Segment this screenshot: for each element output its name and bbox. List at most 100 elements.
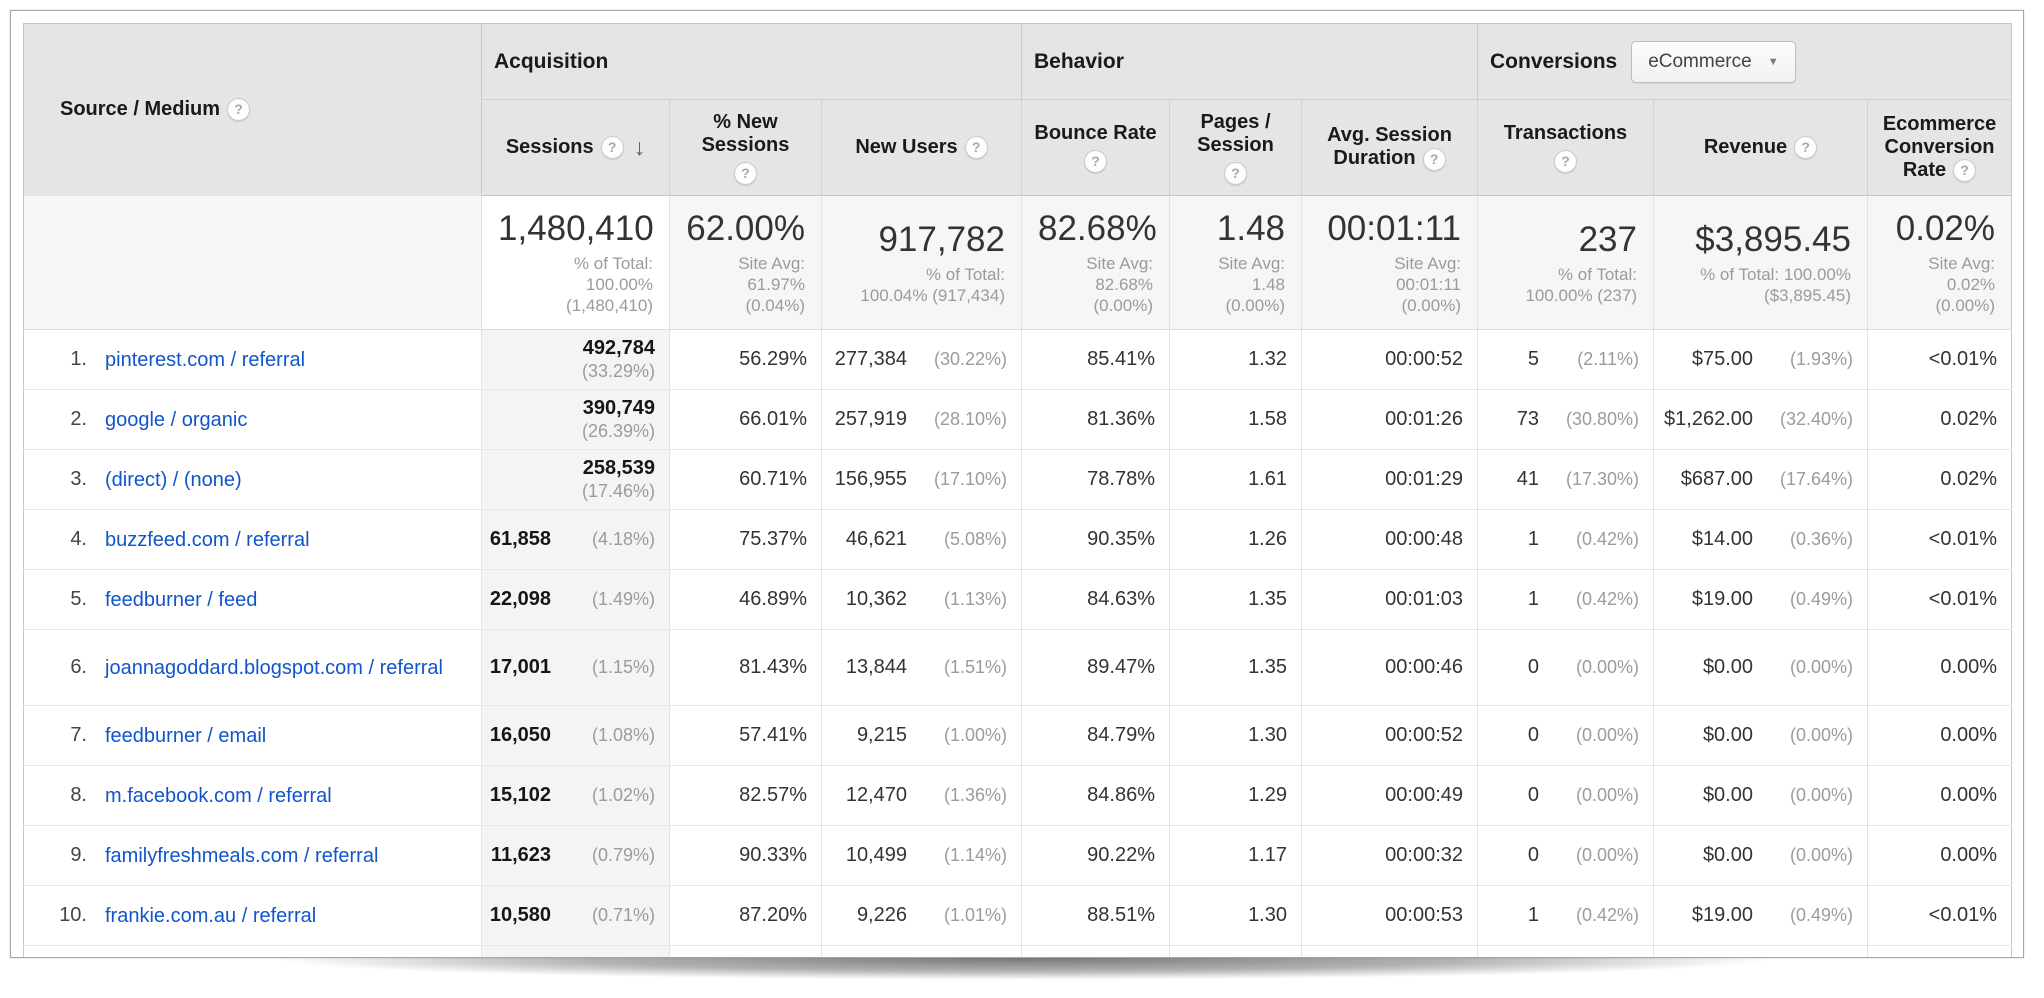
pages-session-cell: 1.35 [1169, 629, 1302, 706]
pct-new-sessions-cell: 75.37% [669, 509, 822, 570]
source-link[interactable]: familyfreshmeals.com / referral [105, 844, 379, 867]
bounce-rate-cell: 84.63% [1021, 569, 1170, 630]
column-header-pages-session[interactable]: Pages / Session? [1169, 99, 1302, 196]
pct-new-sessions-cell: 81.43% [669, 629, 822, 706]
new-users-cell: 13,844 (1.51%) [821, 629, 1022, 706]
sessions-cell: 17,001 (1.15%) [481, 629, 670, 706]
column-header-sessions[interactable]: Sessions? ↓ [481, 99, 670, 196]
column-header-revenue[interactable]: Revenue? [1653, 99, 1868, 196]
totals-source-cell [23, 195, 482, 330]
revenue-cell: $0.00 (0.00%) [1653, 825, 1868, 886]
totals-new-users-cell: 917,782% of Total: 100.04% (917,434) [821, 195, 1022, 330]
help-icon[interactable]: ? [227, 98, 251, 122]
group-header-conversions: Conversions eCommerce ▼ [1476, 23, 2012, 100]
totals-row: 1,480,410% of Total: 100.00% (1,480,410) 6… [23, 195, 2012, 330]
column-header-new-users[interactable]: New Users? [821, 99, 1022, 196]
avg-duration-cell: 00:00:49 [1301, 765, 1478, 826]
avg-duration-cell: 00:00:48 [1301, 509, 1478, 570]
bounce-rate-cell: 89.47% [1021, 629, 1170, 706]
bounce-rate-cell: 78.78% [1021, 449, 1170, 510]
help-icon[interactable]: ? [734, 161, 757, 185]
avg-duration-cell: 00:00:46 [1301, 629, 1478, 706]
totals-pct-new-sessions-cell: 62.00% Site Avg: 61.97% (0.04%) [669, 195, 822, 330]
table-row: 3. (direct) / (none) 258,539(17.46%) 60.7… [23, 449, 2012, 510]
source-link[interactable]: pinterest.com / referral [105, 348, 306, 371]
transactions-cell: 5 (2.11%) [1477, 329, 1654, 390]
column-header-pct-new-sessions[interactable]: % New Sessions? [669, 99, 822, 196]
totals-transactions-cell: 237% of Total: 100.00% (237) [1477, 195, 1654, 330]
group-label-conversions: Conversions [1490, 49, 1618, 73]
totals-pages-session-cell: 1.48 Site Avg: 1.48 (0.00%) [1169, 195, 1302, 330]
source-cell: 5. feedburner / feed [23, 569, 482, 630]
bounce-rate-cell: 84.86% [1021, 765, 1170, 826]
revenue-cell: $19.00 (0.49%) [1653, 885, 1868, 946]
ecom-rate-cell: 0.02% [1866, 449, 2012, 510]
pct-new-sessions-cell: 82.57% [669, 765, 822, 826]
table-row: 2. google / organic 390,749(26.39%) 66.01… [23, 389, 2012, 450]
table-row: 8. m.facebook.com / referral 15,102 (1.02%… [23, 765, 2012, 826]
help-icon[interactable]: ? [1953, 159, 1977, 183]
totals-value: 0.02% [1895, 209, 1996, 248]
column-header-bounce-rate[interactable]: Bounce Rate? [1021, 99, 1170, 196]
new-users-cell: 12,470 (1.36%) [821, 765, 1022, 826]
help-icon[interactable]: ? [1422, 147, 1446, 171]
totals-ecom-rate-cell: 0.02% Site Avg: 0.02% (0.00%) [1866, 195, 2012, 330]
totals-avg-duration-cell: 00:01:11 Site Avg: 00:01:11 (0.00%) [1301, 195, 1478, 330]
table-row: 10. frankie.com.au / referral 10,580 (0.71… [23, 885, 2012, 946]
source-link[interactable]: feedburner / feed [105, 588, 258, 611]
column-header-ecommerce-conversion-rate[interactable]: Ecommerce Conversion Rate? [1866, 99, 2012, 196]
row-rank: 3. [70, 468, 87, 490]
help-icon[interactable]: ? [1554, 150, 1577, 173]
column-label: Revenue [1703, 135, 1788, 158]
totals-value: 82.68% [1038, 209, 1157, 248]
column-header-transactions[interactable]: Transactions? [1477, 99, 1654, 196]
transactions-cell: 1 (0.42%) [1477, 509, 1654, 570]
ecommerce-dropdown[interactable]: eCommerce ▼ [1631, 40, 1796, 83]
totals-value: 62.00% [686, 209, 805, 248]
help-icon[interactable]: ? [600, 136, 624, 159]
transactions-cell: 0 (0.00%) [1477, 629, 1654, 706]
avg-duration-cell: 00:01:03 [1301, 569, 1478, 630]
column-header-source-medium[interactable]: Source / Medium? [23, 23, 482, 196]
column-label: Sessions [505, 135, 594, 158]
table-row: 5. feedburner / feed 22,098 (1.49%) 46.89%… [23, 569, 2012, 630]
transactions-cell: 1 (0.42%) [1477, 569, 1654, 630]
totals-value: 917,782 [878, 219, 1005, 259]
group-label-acquisition: Acquisition [494, 49, 609, 73]
help-icon[interactable]: ? [1084, 150, 1107, 173]
help-icon[interactable]: ? [1224, 161, 1247, 185]
transactions-cell: 0 (0.00%) [1477, 825, 1654, 886]
bounce-rate-cell: 81.36% [1021, 389, 1170, 450]
transactions-cell: 0 (0.00%) [1477, 705, 1654, 766]
help-icon[interactable]: ? [964, 136, 988, 160]
source-link[interactable]: joannagoddard.blogspot.com / referral [105, 656, 443, 679]
source-link[interactable]: frankie.com.au / referral [105, 904, 317, 927]
help-icon[interactable]: ? [1794, 136, 1818, 160]
new-users-cell: 9,226 (1.01%) [821, 885, 1022, 946]
row-rank: 8. [70, 784, 87, 806]
source-link[interactable]: m.facebook.com / referral [105, 784, 332, 807]
pct-new-sessions-cell: 57.41% [669, 705, 822, 766]
row-rank: 5. [70, 588, 87, 610]
source-link[interactable]: (direct) / (none) [105, 468, 242, 491]
totals-value: 00:01:11 [1327, 209, 1461, 248]
ecom-rate-cell: 0.00% [1866, 705, 2012, 766]
group-header-row: Source / Medium? Acquisition Behavior Co… [23, 23, 2012, 196]
source-link[interactable]: google / organic [105, 408, 248, 431]
bounce-rate-cell: 85.41% [1021, 329, 1170, 390]
new-users-cell: 10,362 (1.13%) [821, 569, 1022, 630]
new-users-cell: 156,955 (17.10%) [821, 449, 1022, 510]
revenue-cell: $0.00 (0.00%) [1653, 705, 1868, 766]
column-label: Pages / Session [1197, 110, 1274, 156]
sessions-cell: 10,580 (0.71%) [481, 885, 670, 946]
sort-descending-icon[interactable]: ↓ [633, 134, 646, 160]
table-row: 1. pinterest.com / referral 492,784(33.29… [23, 329, 2012, 390]
group-header-behavior: Behavior [1021, 23, 1478, 100]
revenue-cell: $75.00 (1.93%) [1653, 329, 1868, 390]
row-rank: 6. [70, 656, 87, 678]
revenue-cell: $687.00 (17.64%) [1653, 449, 1868, 510]
source-medium-table: Source / Medium? Acquisition Behavior Co… [23, 23, 2013, 957]
source-link[interactable]: feedburner / email [105, 724, 267, 747]
column-header-avg-session-duration[interactable]: Avg. Session Duration? [1301, 99, 1478, 196]
source-link[interactable]: buzzfeed.com / referral [105, 528, 310, 551]
